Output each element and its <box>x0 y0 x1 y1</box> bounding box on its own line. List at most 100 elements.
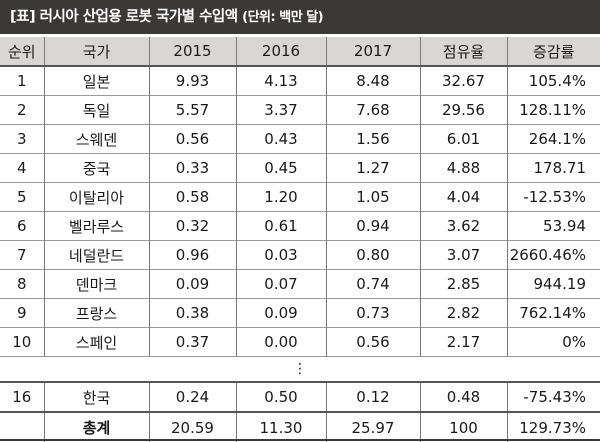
table-row: 3 스웨덴 0.56 0.43 1.56 6.01 264.1% <box>0 124 600 154</box>
cell-rank: 8 <box>0 269 44 299</box>
ellipsis: ⋮ <box>0 356 600 382</box>
cell-2017: 0.56 <box>325 327 420 357</box>
cell-growth: 2660.46% <box>506 240 600 270</box>
cell-share: 3.62 <box>419 211 507 241</box>
bottom-rule <box>0 439 600 441</box>
table-title-main: [표] 러시아 산업용 로봇 국가별 수입액 <box>10 9 238 25</box>
cell-2016: 3.37 <box>235 95 326 125</box>
cell-country: 이탈리아 <box>43 182 149 212</box>
cell-rank: 16 <box>0 381 44 412</box>
cell-2016: 4.13 <box>235 65 326 96</box>
cell-share: 3.07 <box>419 240 507 270</box>
cell-2016: 0.03 <box>235 240 326 270</box>
cell-rank: 1 <box>0 65 44 96</box>
table-row: 9 프랑스 0.38 0.09 0.73 2.82 762.14% <box>0 298 600 328</box>
cell-country: 프랑스 <box>43 298 149 328</box>
cell-growth: 264.1% <box>506 124 600 154</box>
table-row: 2 독일 5.57 3.37 7.68 29.56 128.11% <box>0 95 600 125</box>
table-row-korea: 16 한국 0.24 0.50 0.12 0.48 -75.43% <box>0 381 600 412</box>
cell-rank: 7 <box>0 240 44 270</box>
cell-rank-empty <box>0 411 44 442</box>
table-row: 10 스페인 0.37 0.00 0.56 2.17 0% <box>0 327 600 357</box>
cell-growth: 129.73% <box>506 411 600 442</box>
cell-2015: 0.33 <box>148 153 236 183</box>
cell-2017: 0.80 <box>325 240 420 270</box>
cell-2016: 0.43 <box>235 124 326 154</box>
cell-2016: 1.20 <box>235 182 326 212</box>
cell-share: 2.82 <box>419 298 507 328</box>
cell-country: 스웨덴 <box>43 124 149 154</box>
cell-growth: 105.4% <box>506 65 600 96</box>
cell-country: 중국 <box>43 153 149 183</box>
table-row: 4 중국 0.33 0.45 1.27 4.88 178.71 <box>0 153 600 183</box>
cell-growth: 762.14% <box>506 298 600 328</box>
cell-2016: 0.50 <box>235 381 326 412</box>
header-growth: 증감률 <box>506 37 600 67</box>
cell-2015: 0.37 <box>148 327 236 357</box>
cell-rank: 4 <box>0 153 44 183</box>
cell-2017: 8.48 <box>325 65 420 96</box>
cell-2015: 0.38 <box>148 298 236 328</box>
cell-rank: 2 <box>0 95 44 125</box>
table-row: 8 덴마크 0.09 0.07 0.74 2.85 944.19 <box>0 269 600 299</box>
cell-2015: 0.24 <box>148 381 236 412</box>
table-row: 5 이탈리아 0.58 1.20 1.05 4.04 -12.53% <box>0 182 600 212</box>
cell-country: 독일 <box>43 95 149 125</box>
cell-2017: 25.97 <box>325 411 420 442</box>
cell-country: 벨라루스 <box>43 211 149 241</box>
cell-2016: 0.61 <box>235 211 326 241</box>
cell-2017: 0.12 <box>325 381 420 412</box>
table-body: 1 일본 9.93 4.13 8.48 32.67 105.4% 2 독일 5.57 3.37 7.6… <box>0 65 600 442</box>
total-label: 총계 <box>43 411 149 442</box>
cell-rank: 5 <box>0 182 44 212</box>
import-table: 순위 국가 2015 2016 2017 점유율 증감률 1 일본 9.93 4.13… <box>0 37 600 442</box>
cell-2015: 0.09 <box>148 269 236 299</box>
cell-2017: 1.05 <box>325 182 420 212</box>
header-rank: 순위 <box>0 37 44 67</box>
table-title-unit: (단위: 백만 달) <box>242 10 324 25</box>
total-row: 총계 20.59 11.30 25.97 100 129.73% <box>0 411 600 442</box>
cell-2015: 0.96 <box>148 240 236 270</box>
cell-growth: -12.53% <box>506 182 600 212</box>
cell-2015: 5.57 <box>148 95 236 125</box>
cell-country: 한국 <box>43 381 149 412</box>
cell-growth: 53.94 <box>506 211 600 241</box>
cell-2017: 0.74 <box>325 269 420 299</box>
cell-2015: 0.58 <box>148 182 236 212</box>
cell-share: 100 <box>419 411 507 442</box>
cell-2015: 0.32 <box>148 211 236 241</box>
cell-share: 32.67 <box>419 65 507 96</box>
cell-country: 네덜란드 <box>43 240 149 270</box>
table-row: 1 일본 9.93 4.13 8.48 32.67 105.4% <box>0 65 600 96</box>
cell-2015: 9.93 <box>148 65 236 96</box>
cell-rank: 6 <box>0 211 44 241</box>
cell-rank: 9 <box>0 298 44 328</box>
cell-2017: 0.73 <box>325 298 420 328</box>
header-2015: 2015 <box>148 37 236 67</box>
cell-share: 4.04 <box>419 182 507 212</box>
cell-country: 일본 <box>43 65 149 96</box>
cell-share: 4.88 <box>419 153 507 183</box>
cell-share: 2.17 <box>419 327 507 357</box>
cell-2016: 0.09 <box>235 298 326 328</box>
cell-2016: 0.07 <box>235 269 326 299</box>
header-country: 국가 <box>43 37 149 67</box>
cell-rank: 3 <box>0 124 44 154</box>
cell-share: 2.85 <box>419 269 507 299</box>
cell-2017: 1.56 <box>325 124 420 154</box>
cell-growth: -75.43% <box>506 381 600 412</box>
cell-2016: 0.45 <box>235 153 326 183</box>
table-row: 6 벨라루스 0.32 0.61 0.94 3.62 53.94 <box>0 211 600 241</box>
header-row: 순위 국가 2015 2016 2017 점유율 증감률 <box>0 37 600 67</box>
cell-growth: 944.19 <box>506 269 600 299</box>
cell-growth: 128.11% <box>506 95 600 125</box>
header-share: 점유율 <box>419 37 507 67</box>
table-title: [표] 러시아 산업용 로봇 국가별 수입액 (단위: 백만 달) <box>10 0 324 34</box>
cell-2015: 0.56 <box>148 124 236 154</box>
cell-2017: 1.27 <box>325 153 420 183</box>
cell-2017: 7.68 <box>325 95 420 125</box>
ellipsis-row: ⋮ <box>0 356 600 382</box>
cell-2015: 20.59 <box>148 411 236 442</box>
cell-country: 덴마크 <box>43 269 149 299</box>
cell-country: 스페인 <box>43 327 149 357</box>
